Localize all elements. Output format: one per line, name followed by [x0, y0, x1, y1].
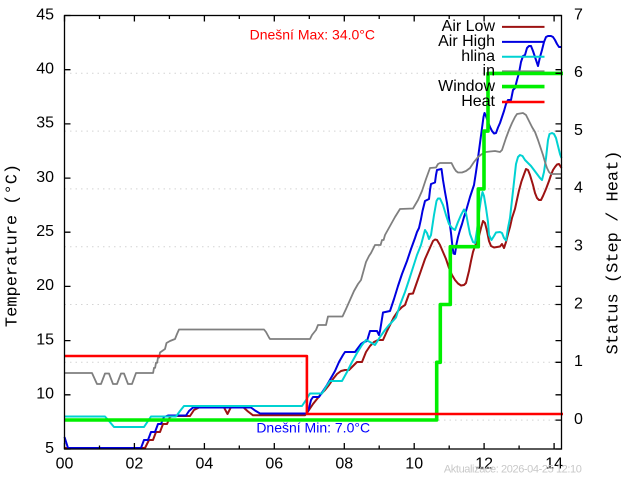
svg-text:15: 15 [36, 331, 54, 348]
svg-text:2: 2 [574, 295, 583, 312]
svg-text:12: 12 [475, 456, 493, 473]
svg-text:10: 10 [36, 386, 54, 403]
svg-text:Aktualizace: 2026-04-25 12:10: Aktualizace: 2026-04-25 12:10 [444, 464, 582, 476]
svg-text:Temperature (°C): Temperature (°C) [4, 164, 23, 327]
svg-text:00: 00 [56, 456, 74, 473]
svg-text:30: 30 [36, 169, 54, 186]
svg-text:Dnešní Min: 7.0°C: Dnešní Min: 7.0°C [256, 420, 370, 436]
svg-text:14: 14 [545, 456, 563, 473]
svg-text:Status (Step / Heat): Status (Step / Heat) [605, 150, 624, 354]
svg-text:6: 6 [574, 64, 583, 81]
svg-text:10: 10 [405, 456, 423, 473]
svg-text:3: 3 [574, 238, 583, 255]
svg-text:Air High: Air High [438, 33, 495, 50]
svg-text:04: 04 [196, 456, 214, 473]
svg-text:35: 35 [36, 115, 54, 132]
svg-text:in: in [483, 63, 495, 80]
svg-text:Heat: Heat [461, 93, 495, 110]
svg-text:Air Low: Air Low [442, 18, 496, 35]
svg-text:08: 08 [335, 456, 353, 473]
svg-text:Dnešní Max: 34.0°C: Dnešní Max: 34.0°C [250, 27, 375, 43]
svg-text:40: 40 [36, 61, 54, 78]
svg-text:1: 1 [574, 353, 583, 370]
svg-text:02: 02 [126, 456, 144, 473]
svg-text:4: 4 [574, 180, 583, 197]
svg-text:Window: Window [438, 78, 495, 95]
svg-text:25: 25 [36, 223, 54, 240]
svg-text:0: 0 [574, 411, 583, 428]
svg-text:45: 45 [36, 6, 54, 23]
svg-text:hlina: hlina [461, 48, 495, 65]
svg-text:06: 06 [265, 456, 283, 473]
svg-text:5: 5 [45, 440, 54, 457]
svg-text:5: 5 [574, 122, 583, 139]
svg-text:7: 7 [574, 6, 583, 23]
svg-text:20: 20 [36, 277, 54, 294]
